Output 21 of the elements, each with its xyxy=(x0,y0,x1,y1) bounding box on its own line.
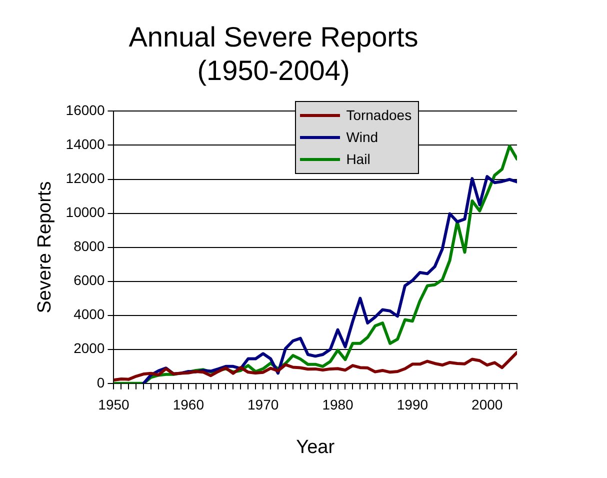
x-tick-label: 1970 xyxy=(248,396,279,413)
x-tick-label: 1990 xyxy=(396,396,428,413)
x-tick-label: 1960 xyxy=(172,396,204,413)
x-tick-label: 1980 xyxy=(322,396,354,413)
y-tick-label: 2000 xyxy=(74,340,105,356)
chart-title: Annual Severe Reports (1950-2004) xyxy=(128,22,418,86)
y-tick-label: 0 xyxy=(96,374,105,390)
y-tick-label: 12000 xyxy=(66,170,105,186)
x-tick-label: 2000 xyxy=(472,396,503,413)
legend-label: Wind xyxy=(346,129,378,146)
y-tick-label: 8000 xyxy=(74,238,105,254)
y-tick-label: 14000 xyxy=(66,136,105,152)
y-tick-label: 10000 xyxy=(66,204,105,220)
y-tick-label: 16000 xyxy=(66,102,105,118)
x-tick-label: 1950 xyxy=(98,396,130,413)
legend-label: Tornadoes xyxy=(346,107,412,124)
x-axis-title: Year xyxy=(296,436,336,458)
legend-label: Hail xyxy=(346,151,370,168)
y-tick-label: 6000 xyxy=(74,272,105,288)
y-tick-label: 4000 xyxy=(74,306,105,322)
y-axis-title: Severe Reports xyxy=(34,181,56,314)
